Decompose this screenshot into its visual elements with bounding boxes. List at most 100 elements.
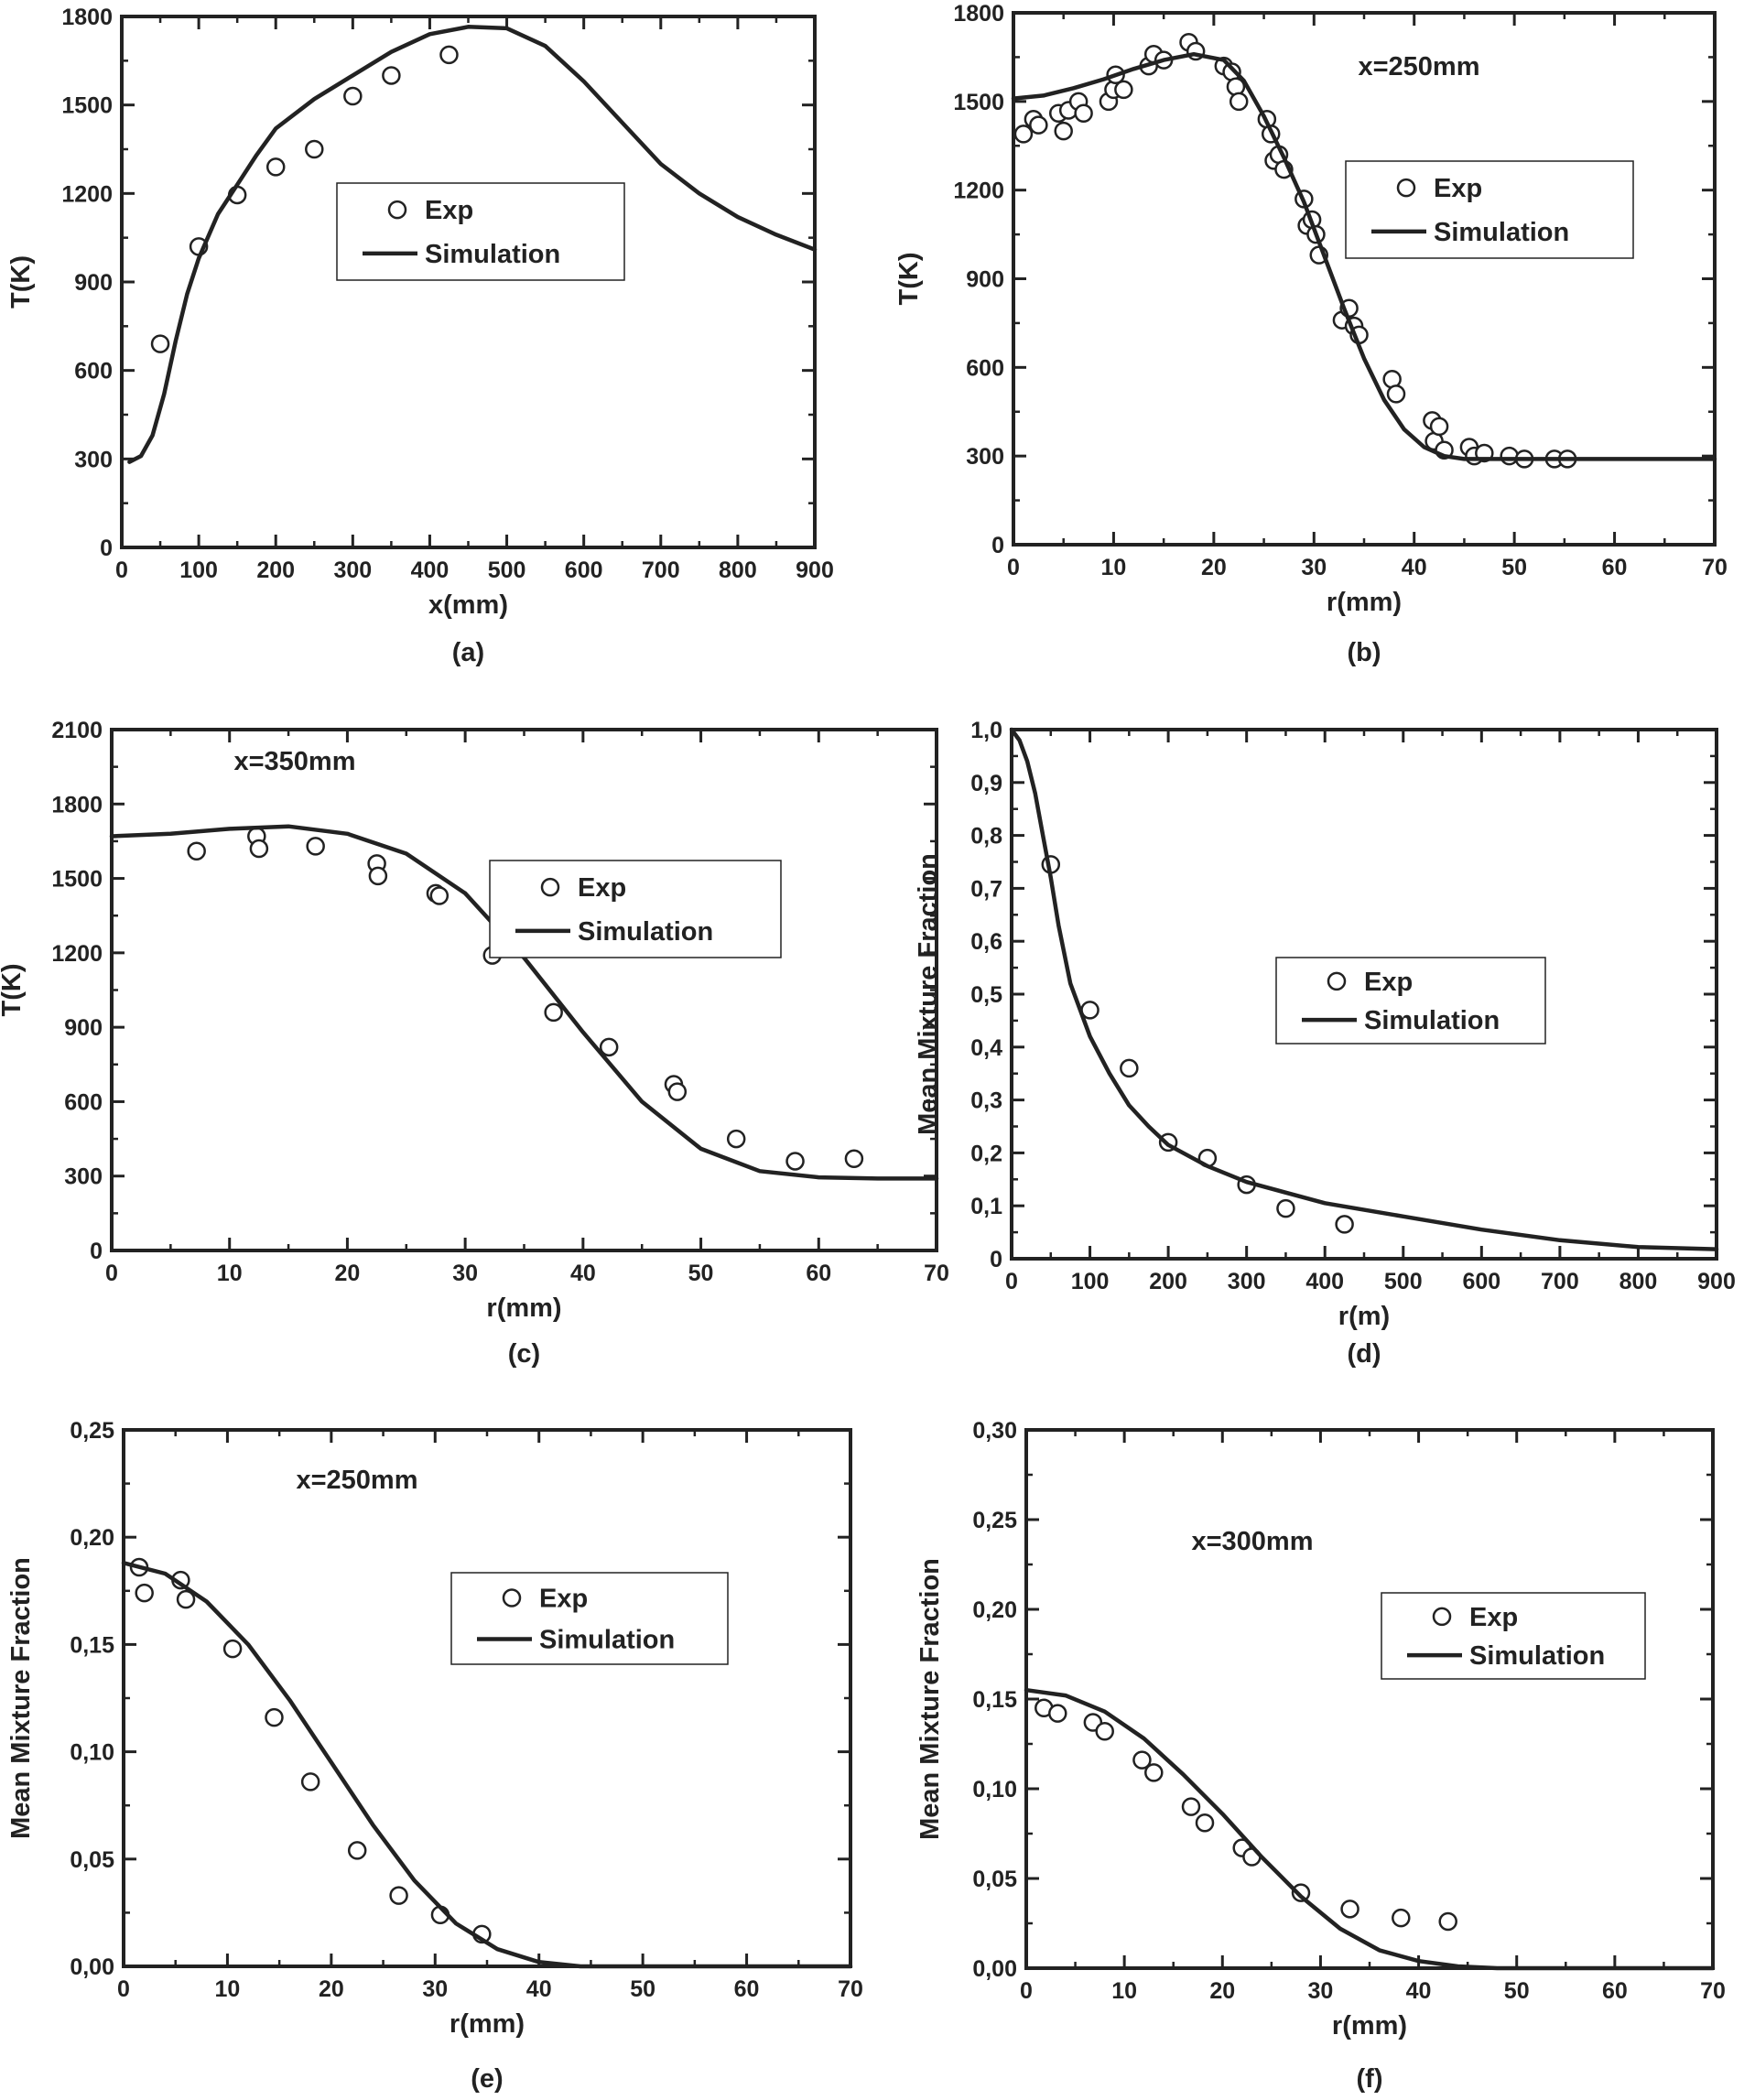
x-tick-label: 30 [422,1976,448,2002]
legend-box [1381,1592,1646,1680]
exp-point [667,1082,688,1101]
exp-point [347,1841,367,1860]
x-tick-label: 0 [115,557,128,583]
y-tick-label: 1200 [61,181,113,207]
legend: Exp Simulation [1381,1592,1646,1680]
x-tick-label: 0 [1020,1978,1033,2004]
x-tick-label: 40 [526,1976,552,2002]
panel-label: (f) [1357,2064,1383,2094]
legend-exp-symbol [540,877,560,897]
x-axis-label: r(mm) [1332,2011,1407,2040]
simulation-line [1011,51,1717,461]
y-tick-label: 900 [966,267,1004,293]
y-tick-label: 0 [90,1239,103,1264]
exp-point [1195,1813,1215,1833]
y-tick-label: 900 [64,1015,103,1041]
legend-simulation-label: Simulation [425,240,560,269]
exp-point [1181,1797,1201,1816]
legend-box [489,860,782,958]
exp-point [599,1037,619,1057]
annotation-label: x=250mm [296,1466,417,1495]
x-tick-label: 600 [565,557,603,583]
x-axis-label: x(mm) [428,590,508,620]
panel-b: 0 10 20 30 40 50 60 70 0 300 600 900 1200 1500 1800 r(m… [894,1,1728,667]
exp-point [1438,1911,1457,1932]
exp-point [1144,1763,1164,1782]
plot-frame [110,728,938,1252]
annotation-label: x=250mm [1358,52,1479,81]
x-tick-label: 0 [105,1261,118,1286]
legend-simulation-label: Simulation [1364,1006,1500,1035]
legend: Exp Simulation [1345,160,1634,259]
x-tick-label: 20 [335,1261,361,1286]
x-tick-label: 30 [452,1261,478,1286]
exp-point [1386,384,1406,404]
exp-point [1291,1883,1311,1902]
legend-simulation-label: Simulation [1434,218,1569,247]
simulation-line [1009,727,1719,1251]
exp-point [265,157,286,177]
panel-label: (b) [1347,638,1381,667]
exp-point [1074,103,1093,123]
exp-point [1132,1750,1152,1770]
y-tick-label: 1200 [953,179,1004,204]
x-tick-label: 50 [1501,555,1527,580]
legend-exp-label: Exp [1364,968,1413,997]
exp-point [1013,124,1034,144]
x-axis-label: r(mm) [486,1294,561,1323]
x-axis-label: r(m) [1338,1302,1390,1331]
x-tick-label: 70 [1700,1978,1726,2004]
legend-exp-symbol [1396,178,1416,198]
exp-point [429,886,450,905]
x-tick-label: 300 [1228,1269,1266,1294]
exp-point [785,1152,805,1171]
panel-label: (c) [508,1339,540,1369]
y-axis-label: T(K) [894,253,924,306]
y-tick-label: 0 [100,536,113,561]
x-tick-label: 200 [256,557,295,583]
x-tick-label: 700 [1541,1269,1579,1294]
x-tick-label: 100 [179,557,218,583]
exp-point [368,866,388,886]
y-axis-label: T(K) [6,255,36,309]
legend-exp-symbol [1327,971,1347,991]
panel-f: 0 10 20 30 40 50 60 70 0,00 0,05 0,10 0,15 0,20 0,25 0… [915,1418,1726,2094]
legend-exp-label: Exp [578,873,626,903]
legend: Exp Simulation [489,860,782,958]
x-tick-label: 800 [1619,1269,1658,1294]
y-tick-label: 1,0 [970,718,1002,743]
simulation-line [121,1561,853,1969]
annotation-label: x=300mm [1191,1527,1313,1556]
x-tick-label: 500 [488,557,526,583]
x-tick-label: 60 [734,1976,760,2002]
legend-simulation-label: Simulation [1469,1641,1605,1671]
x-tick-label: 400 [411,557,450,583]
y-tick-label: 2100 [51,718,103,743]
simulation-line [127,25,818,464]
x-tick-label: 600 [1462,1269,1500,1294]
x-tick-label: 70 [1702,555,1728,580]
panel-a: 0 100 200 300 400 500 600 700 800 900 0 300 600 900 12… [6,5,834,667]
legend-exp-label: Exp [539,1585,588,1614]
panel-e: 0 10 20 30 40 50 60 70 0,00 0,05 0,10 0,15 0,20 0,25 r… [6,1418,863,2094]
plot-frame [120,15,817,549]
x-axis-label: r(mm) [450,2009,525,2039]
y-axis-label: Mean Mixture Fraction [914,853,943,1135]
legend-simulation-label: Simulation [578,917,713,947]
x-tick-label: 200 [1149,1269,1187,1294]
x-tick-label: 0 [117,1976,130,2002]
y-tick-label: 1200 [51,941,103,967]
x-tick-label: 40 [1406,1978,1432,2004]
y-axis-label: Mean Mixture Fraction [915,1558,945,1840]
panel-label: (a) [452,638,484,667]
x-tick-label: 20 [1201,555,1227,580]
exp-point [306,837,325,856]
x-tick-label: 60 [1602,1978,1628,2004]
exp-point [726,1129,746,1149]
exp-point [1276,1198,1295,1218]
exp-point [1114,80,1133,100]
y-tick-label: 1500 [61,93,113,119]
x-tick-label: 30 [1308,1978,1334,2004]
y-tick-label: 0,20 [70,1525,114,1551]
